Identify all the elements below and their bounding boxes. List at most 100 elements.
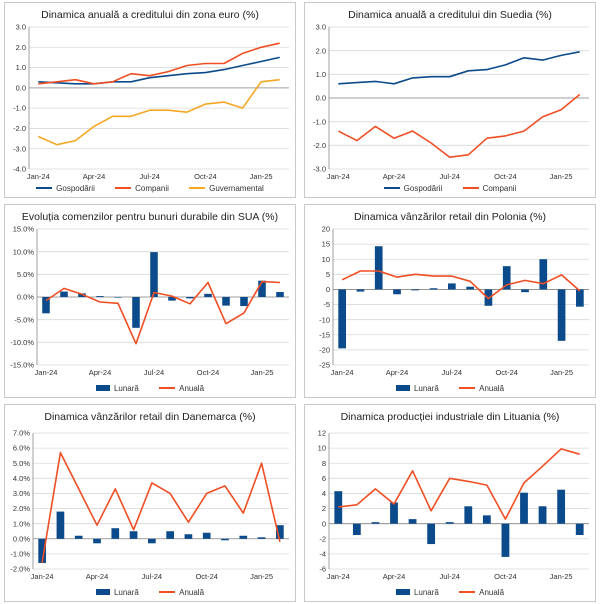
legend-item: Anuală [159,384,204,393]
chart-panel-sweden-credit: Dinamica anuală a creditului din Suedia … [304,2,596,198]
legend-swatch [395,588,410,595]
legend-swatch [459,590,476,593]
legend-swatch [36,186,53,189]
legend-item: Guvernamental [189,184,264,193]
bar [338,289,346,349]
bar [520,492,528,524]
bar [257,537,266,539]
bar [56,511,65,539]
bar [239,535,248,539]
legend-item: Gospodării [383,184,442,193]
legend-swatch [395,384,410,391]
y-tick-label: 1.0% [13,519,30,528]
y-tick-label: 7.0% [13,429,30,438]
bar [538,506,547,524]
bar [114,297,122,298]
x-tick-label: Oct-24 [494,172,517,181]
bar [96,296,104,297]
series-line [341,270,581,300]
x-tick-label: Apr-24 [83,172,106,181]
y-tick-label: 0.0% [17,293,34,302]
bar [408,519,417,524]
legend-item: Lunară [95,384,139,393]
y-tick-label: -1.0 [13,104,26,113]
bar [129,531,138,539]
y-tick-label: 15.0% [13,225,35,234]
y-tick-label: 15 [322,240,330,249]
x-tick-label: Jan-24 [27,172,50,181]
y-tick-label: 0.0 [316,94,326,103]
y-tick-label: -2.0% [10,565,30,574]
y-tick-label: -15 [319,330,330,339]
bar [221,538,229,541]
bar [557,489,566,524]
legend-swatch [459,386,476,389]
y-tick-label: 20 [322,225,330,234]
y-tick-label: -2.0 [13,124,26,133]
y-tick-label: 6 [322,474,326,483]
y-tick-label: -4.0 [13,165,26,174]
y-tick-label: 0.0% [13,534,30,543]
legend-item: Lunară [395,588,439,597]
bar [464,506,473,524]
y-tick-label: 4 [322,489,326,498]
bar [501,523,510,557]
chart-svg: -2.0% -1.0% 0.0% 1.0% 2.0% 3.0% 4.0% 5.0% 6.0% 7.… [10,429,289,581]
y-tick-label: 0.0 [16,83,26,92]
series-line [41,451,281,564]
x-tick-label: Apr-24 [89,368,112,377]
bar [38,538,46,563]
chart-legend: Gospodării Companii Guvernamental [5,184,295,193]
y-tick-label: 1.0 [16,63,26,72]
chart-legend: Lunară Anuală [5,588,295,597]
legend-item: Lunară [95,588,139,597]
bar [334,491,343,524]
chart-title: Dinamica vânzărilor retail din Polonia (… [354,211,546,223]
y-tick-label: -6 [319,565,326,574]
legend-swatch [95,588,110,595]
x-tick-label: Jul-24 [139,172,159,181]
series-line [38,56,280,85]
series-line [38,42,280,85]
bar [411,289,420,291]
y-tick-label: -15.0% [10,361,34,370]
y-tick-label: -2 [319,534,326,543]
y-tick-label: 6.0% [13,444,30,453]
x-tick-label: Jan-25 [550,572,573,581]
legend-swatch [115,186,132,189]
legend-item: Companii [115,184,169,193]
bar [371,522,380,524]
legend-item: Anuală [459,588,504,597]
y-tick-label: 5.0% [13,459,30,468]
legend-swatch [159,590,176,593]
bar [575,523,584,535]
chart-title: Dinamica vânzărilor retail din Danemarca… [44,411,256,423]
chart-panel-lithuania-industry: Dinamica producției industriale din Litu… [304,404,596,602]
bar [111,528,120,539]
bar [448,283,456,290]
bar [132,297,140,328]
x-tick-label: Apr-24 [386,368,409,377]
x-tick-label: Apr-24 [383,172,406,181]
legend-swatch [159,386,176,389]
bar [148,538,156,544]
legend-item: Anuală [459,384,504,393]
y-tick-label: 0 [322,519,326,528]
chart-svg: -15.0% -10.0% -5.0% 0.0% 5.0% 10.0% 15.0% Jan-2… [10,225,289,377]
legend-swatch [383,186,400,189]
y-tick-label: 2.0% [13,504,30,513]
x-tick-label: Jul-24 [442,368,462,377]
bar [352,523,361,535]
chart-svg: -6 -4 -2 0 2 4 6 8 10 12 Jan-24 Apr-24 Jul-24 Oct-24 J… [318,429,589,581]
y-tick-label: 2.0 [316,46,326,55]
y-tick-label: 5.0% [17,270,34,279]
chart-svg: -4.0 -3.0 -2.0 -1.0 0.0 1.0 2.0 3.0 Jan-24 Apr-24… [13,23,289,181]
bar [502,266,511,290]
y-tick-label: -1.0 [313,117,326,126]
x-tick-label: Oct-24 [495,368,518,377]
legend-item: Anuală [159,588,204,597]
x-tick-label: Apr-24 [86,572,109,581]
chart-panel-euro-credit: Dinamica anuală a creditului din zona eu… [4,2,296,198]
x-tick-label: Jan-25 [250,572,273,581]
